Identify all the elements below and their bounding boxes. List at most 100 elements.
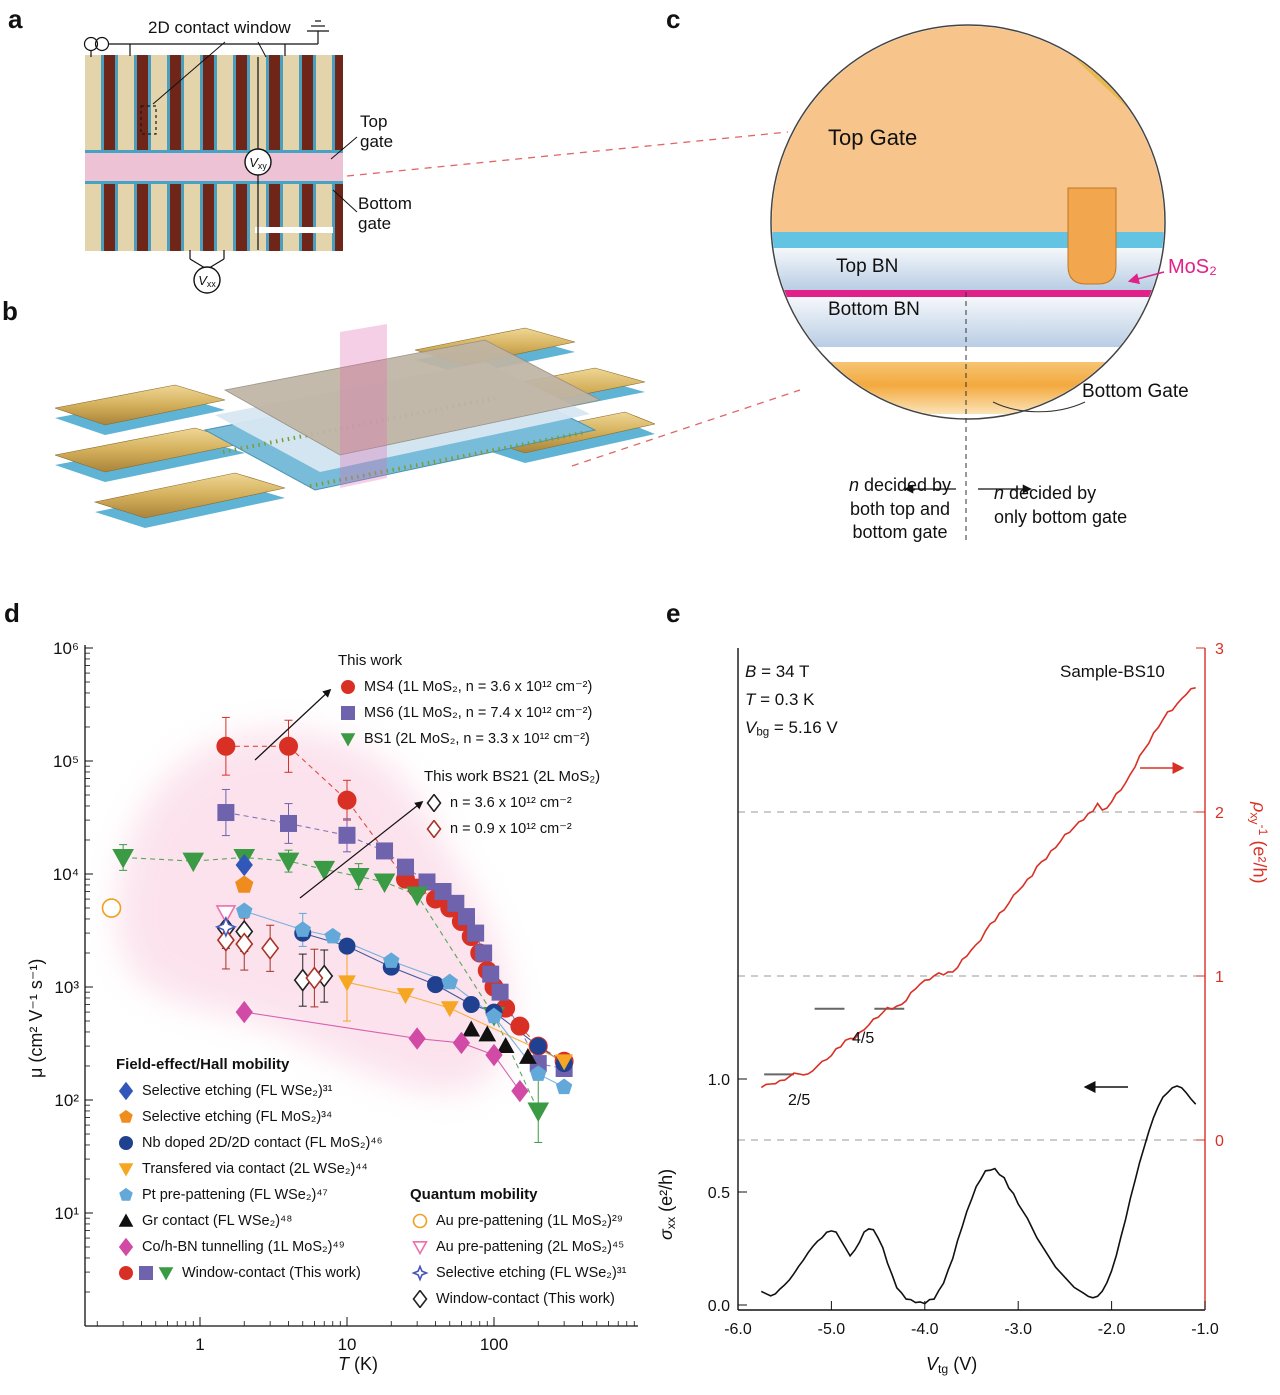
legend-label: Selective etching (FL WSe₂)³¹	[436, 1265, 627, 1281]
mobility-x-axis-label: T (K)	[338, 1354, 378, 1375]
series-line-BS1	[123, 856, 539, 1112]
legend-item: Pt pre-pattening (FL WSe₂)⁴⁷	[116, 1182, 383, 1208]
series-line-MS4	[225, 745, 565, 1062]
mos2-layer-edge	[309, 430, 588, 488]
svg-text:3: 3	[1215, 641, 1224, 658]
legend-label: BS1 (2L MoS₂, n = 3.3 x 10¹² cm⁻²)	[364, 731, 590, 747]
t-units: (K)	[349, 1354, 378, 1374]
annotation-b-field: B = 34 T	[745, 662, 809, 682]
svg-text:10³: 10³	[54, 978, 79, 997]
vtg-units: (V)	[948, 1354, 978, 1374]
ac-source-icon	[94, 36, 110, 52]
v-subscript: bg	[756, 726, 770, 739]
device-3d-schematic	[55, 324, 655, 528]
legend-label: Transfered via contact (2L WSe₂)⁴⁴	[142, 1161, 368, 1177]
note-dual-gate-text: decided by both top and bottom gate	[849, 474, 952, 543]
legend-item: Selective etching (FL WSe₂)³¹	[116, 1078, 383, 1104]
substrate-gap	[772, 347, 1164, 362]
svg-text:10¹: 10¹	[54, 1204, 79, 1223]
legend-item: Co/h-BN tunnelling (1L MoS₂)⁴⁹	[116, 1234, 383, 1260]
mos2-edge-stripe	[1099, 26, 1164, 96]
v-symbol: V	[745, 718, 757, 737]
curve-sigma-xx	[760, 1085, 1197, 1305]
legend-marker-group	[338, 678, 358, 696]
legend-item: n = 0.9 x 10¹² cm⁻²	[424, 816, 600, 842]
cross-section-plane	[340, 324, 387, 488]
mobility-chart: 10¹ 10² 10³ 10⁴ 10⁵ 10⁶ 1 10 100	[53, 639, 638, 1354]
filling-factor-25: 2/5	[788, 1092, 811, 1109]
square-icon	[139, 1266, 153, 1280]
mos2-layer	[772, 290, 1164, 297]
bottom-bn-layer-label: Bottom BN	[828, 299, 920, 320]
tri-down-icon	[118, 1163, 134, 1177]
legend-field-effect: Field-effect/Hall mobility Selective etch…	[116, 1056, 383, 1286]
svg-text:0.0: 0.0	[708, 1298, 730, 1315]
svg-text:0: 0	[1215, 1133, 1224, 1150]
series-co-hbn-tunnelling	[235, 1000, 529, 1103]
panel-label-c: c	[666, 4, 681, 34]
series-MS6	[217, 804, 573, 1078]
svg-text:10⁵: 10⁵	[53, 752, 79, 771]
legend-item: MS4 (1L MoS₂, n = 3.6 x 10¹² cm⁻²)	[338, 674, 592, 700]
svg-text:2: 2	[1215, 805, 1224, 822]
rho-symbol: ρ	[1249, 802, 1270, 813]
scale-bar	[255, 227, 333, 233]
ac-source-icon	[83, 36, 99, 52]
legend-label: Window-contact (This work)	[436, 1291, 615, 1307]
legend-label: n = 3.6 x 10¹² cm⁻²	[450, 795, 572, 811]
series-line-transferred-via	[346, 981, 565, 1062]
top-bn-layer-label: Top BN	[836, 256, 899, 277]
legend-item: MS6 (1L MoS₂, n = 7.4 x 10¹² cm⁻²)	[338, 700, 592, 726]
legend-bs21: This work BS21 (2L MoS₂) n = 3.6 x 10¹² c…	[424, 768, 600, 842]
legend-item: Window-contact (This work)	[410, 1286, 626, 1312]
legend-marker-group	[116, 1264, 176, 1282]
rho-subscript: xy	[1247, 812, 1262, 825]
diamond-icon	[118, 1238, 134, 1256]
legend-this-work: This work MS4 (1L MoS₂, n = 3.6 x 10¹² cm…	[338, 652, 592, 752]
legend-label: n = 0.9 x 10¹² cm⁻²	[450, 821, 572, 837]
note-bottom-gate: n decided by only bottom gate	[994, 458, 1194, 529]
legend-label: Au pre-pattening (1L MoS₂)²⁹	[436, 1213, 623, 1229]
legend-marker-group	[424, 794, 444, 812]
panel-label-b: b	[2, 296, 18, 326]
legend-marker-group	[116, 1160, 136, 1178]
legend-label: Au pre-pattening (2L MoS₂)⁴⁵	[436, 1239, 625, 1255]
legend-item: BS1 (2L MoS₂, n = 3.3 x 10¹² cm⁻²)	[338, 726, 592, 752]
sigma-subscript: xx	[664, 1216, 679, 1230]
series-transferred-via	[338, 975, 573, 1071]
mobility-y-axis-label: μ (cm² V⁻¹ s⁻¹)	[26, 958, 46, 1078]
svg-text:-1.0: -1.0	[1191, 1321, 1219, 1338]
top-gate-label: Top gate	[360, 112, 394, 151]
diamond-icon	[118, 1082, 134, 1100]
legend-title: This work BS21 (2L MoS₂)	[424, 768, 601, 785]
legend-arrow	[299, 800, 424, 899]
series-markers	[101, 736, 574, 1122]
series-au-pre-patterning-1l	[101, 898, 122, 918]
rho-axis-label: ρxy-1 (e²/h)	[1247, 802, 1270, 883]
series-gr-contact	[462, 1020, 537, 1064]
tri-down-icon	[412, 1241, 428, 1256]
diamond-icon	[426, 794, 442, 812]
circle-icon	[119, 1266, 133, 1280]
legend-marker-group	[338, 704, 358, 722]
highlight-region	[117, 730, 511, 1092]
svg-text:-3.0: -3.0	[1004, 1321, 1032, 1338]
bottom-gate-layer-label: Bottom Gate	[1082, 381, 1189, 402]
device-micrograph	[85, 55, 343, 251]
legend-marker-group	[410, 1290, 430, 1308]
v-value: = 5.16 V	[769, 718, 838, 737]
rho-superscript: -1	[1256, 824, 1270, 836]
gate-dielectric-stripe	[772, 232, 1164, 248]
legend-item: Transfered via contact (2L WSe₂)⁴⁴	[116, 1156, 383, 1182]
series-selective-etching-wse2-quantum	[214, 915, 237, 938]
legend-item: Window-contact (This work)	[116, 1260, 383, 1286]
series-BS21-n09	[216, 928, 324, 990]
legend-label: Window-contact (This work)	[182, 1265, 361, 1281]
tri-down-icon	[340, 733, 356, 747]
svg-text:1.0: 1.0	[708, 1072, 730, 1089]
top-bn-layer	[772, 248, 1164, 290]
legend-label: Pt pre-pattening (FL WSe₂)⁴⁷	[142, 1187, 328, 1203]
legend-item: Nb doped 2D/2D contact (FL MoS₂)⁴⁶	[116, 1130, 383, 1156]
t-symbol: T	[338, 1354, 349, 1374]
legend-label: Co/h-BN tunnelling (1L MoS₂)⁴⁹	[142, 1239, 345, 1255]
